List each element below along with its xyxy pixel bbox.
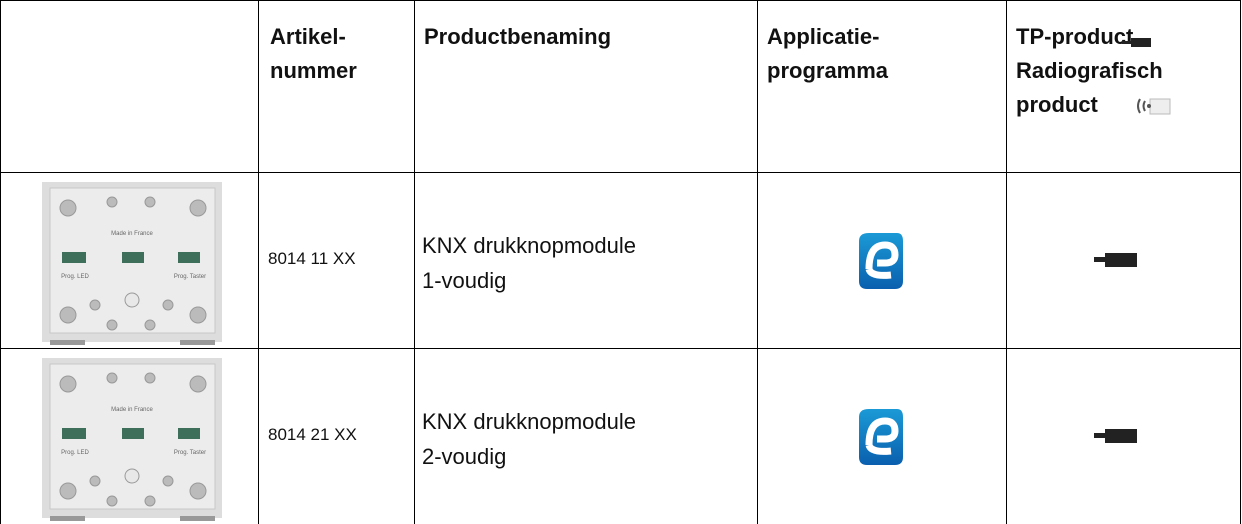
device-image: Made in France Prog. LED Prog. Taster [41, 357, 223, 522]
header-text: product [1016, 92, 1098, 117]
device-image: Made in France Prog. LED Prog. Taster [41, 181, 223, 346]
header-text: Artikel- [270, 24, 346, 49]
header-text: Radiografisch [1016, 58, 1163, 83]
header-text: programma [767, 58, 889, 83]
device-label: Prog. LED [61, 450, 89, 456]
tp-icon [1122, 38, 1151, 47]
device-label: Prog. LED [61, 274, 89, 280]
header-cell: Applicatie- programma [767, 20, 888, 88]
border [258, 0, 259, 524]
border [0, 348, 1241, 349]
product-line: 1-voudig [422, 268, 507, 293]
article-number: 8014 21 XX [268, 425, 357, 444]
border [0, 0, 1241, 1]
header-text: nummer [270, 58, 357, 83]
header-text: TP-product [1016, 24, 1134, 49]
device-label: Made in France [111, 407, 153, 413]
app-icon [855, 231, 905, 291]
product-line: KNX drukknopmodule [422, 409, 637, 434]
product-name: KNX drukknopmodule 2-voudig [422, 404, 636, 474]
border [0, 172, 1241, 173]
border [757, 0, 758, 524]
product-line: 2-voudig [422, 444, 507, 469]
header-text: Applicatie- [767, 24, 880, 49]
tp-icon [1094, 429, 1137, 443]
device-label: Made in France [111, 231, 153, 237]
article-number: 8014 11 XX [268, 249, 356, 268]
header-cell: Productbenaming [424, 20, 611, 54]
header-cell: Artikel- nummer [270, 20, 357, 88]
border [1006, 0, 1007, 524]
product-name: KNX drukknopmodule 1-voudig [422, 228, 636, 298]
border [1240, 0, 1241, 524]
border [0, 0, 1, 524]
radio-icon [1137, 98, 1171, 115]
device-label: Prog. Taster [174, 274, 206, 280]
border [414, 0, 415, 524]
device-label: Prog. Taster [174, 450, 206, 456]
tp-icon [1094, 253, 1137, 267]
app-icon [855, 407, 905, 467]
header-cell: TP-product Radiografisch product [1016, 20, 1163, 122]
product-line: KNX drukknopmodule [422, 233, 637, 258]
header-text: Productbenaming [424, 24, 612, 49]
